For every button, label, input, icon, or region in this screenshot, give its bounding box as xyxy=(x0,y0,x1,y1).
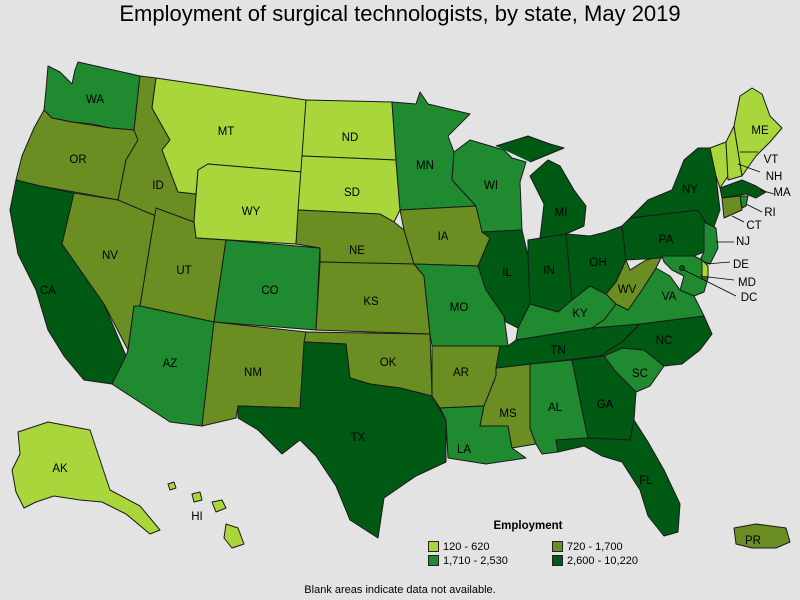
label-NM: NM xyxy=(244,367,262,379)
label-MD: MD xyxy=(738,277,756,289)
label-MA: MA xyxy=(773,187,791,199)
label-VT: VT xyxy=(764,154,779,166)
label-DC: DC xyxy=(741,292,758,304)
state-RI[interactable] xyxy=(739,195,749,209)
label-MS: MS xyxy=(499,408,517,420)
legend-item-1: 120 - 620 xyxy=(428,540,552,553)
label-DE: DE xyxy=(733,259,749,271)
state-WY[interactable] xyxy=(193,163,303,245)
state-DC[interactable] xyxy=(679,265,685,271)
state-MN[interactable] xyxy=(391,91,477,211)
label-NY: NY xyxy=(682,184,698,196)
legend-swatch-1 xyxy=(428,541,439,552)
state-CT[interactable] xyxy=(721,195,743,219)
label-OH: OH xyxy=(589,257,606,269)
label-LA: LA xyxy=(457,444,471,456)
legend-label-1: 120 - 620 xyxy=(443,540,490,553)
legend-item-4: 2,600 - 10,220 xyxy=(552,554,662,567)
legend: Employment 120 - 620 720 - 1,700 1,710 -… xyxy=(428,520,658,567)
label-FL: FL xyxy=(639,475,653,487)
label-NH: NH xyxy=(766,171,783,183)
label-OR: OR xyxy=(69,154,86,166)
state-WI[interactable] xyxy=(451,139,527,233)
label-TN: TN xyxy=(550,345,565,357)
label-PR: PR xyxy=(745,535,761,547)
label-AR: AR xyxy=(453,367,469,379)
label-KS: KS xyxy=(363,296,379,308)
label-CA: CA xyxy=(40,285,56,297)
state-ME[interactable] xyxy=(733,87,783,177)
label-SD: SD xyxy=(344,187,360,199)
label-AZ: AZ xyxy=(163,358,178,370)
label-OK: OK xyxy=(380,357,397,369)
label-RI: RI xyxy=(764,207,776,219)
state-MI[interactable] xyxy=(495,135,587,239)
state-ND[interactable] xyxy=(301,99,397,161)
label-MO: MO xyxy=(450,302,469,314)
state-IL[interactable] xyxy=(477,229,531,329)
state-NC[interactable] xyxy=(599,315,713,367)
label-IA: IA xyxy=(438,231,449,243)
leader-lines xyxy=(683,151,775,297)
label-MI: MI xyxy=(555,207,568,219)
legend-swatch-2 xyxy=(552,541,563,552)
label-HI: HI xyxy=(191,511,203,523)
legend-item-3: 1,710 - 2,530 xyxy=(428,554,552,567)
state-AK[interactable] xyxy=(11,421,161,535)
state-VT[interactable] xyxy=(709,141,729,189)
label-IL: IL xyxy=(502,267,512,279)
legend-label-4: 2,600 - 10,220 xyxy=(567,554,638,567)
label-WY: WY xyxy=(242,206,261,218)
label-UT: UT xyxy=(176,265,191,277)
label-MT: MT xyxy=(218,126,235,138)
legend-item-2: 720 - 1,700 xyxy=(552,540,662,553)
label-ND: ND xyxy=(342,132,359,144)
label-TX: TX xyxy=(351,432,366,444)
label-AK: AK xyxy=(52,463,68,475)
label-WA: WA xyxy=(86,94,104,106)
label-NE: NE xyxy=(349,245,365,257)
label-ME: ME xyxy=(751,125,769,137)
label-SC: SC xyxy=(632,368,648,380)
state-MD[interactable] xyxy=(661,255,709,297)
label-NV: NV xyxy=(102,250,118,262)
state-PR[interactable] xyxy=(733,523,791,549)
legend-label-3: 1,710 - 2,530 xyxy=(443,554,508,567)
label-MN: MN xyxy=(416,160,434,172)
label-WI: WI xyxy=(484,180,498,192)
state-MA[interactable] xyxy=(719,179,767,199)
label-IN: IN xyxy=(543,265,555,277)
state-HI[interactable] xyxy=(167,481,245,549)
state-TX[interactable] xyxy=(237,341,447,539)
label-ID: ID xyxy=(152,180,164,192)
legend-title: Employment xyxy=(493,520,563,532)
state-FL[interactable] xyxy=(555,419,681,537)
map-title: Employment of surgical technologists, by… xyxy=(119,1,681,26)
label-KY: KY xyxy=(572,308,588,320)
legend-swatch-3 xyxy=(428,555,439,566)
label-NC: NC xyxy=(656,335,673,347)
label-VA: VA xyxy=(662,291,677,303)
label-PA: PA xyxy=(659,234,674,246)
legend-label-2: 720 - 1,700 xyxy=(567,540,623,553)
label-WV: WV xyxy=(618,284,637,296)
label-CO: CO xyxy=(261,285,278,297)
label-CT: CT xyxy=(746,220,761,232)
label-GA: GA xyxy=(597,399,614,411)
legend-swatch-4 xyxy=(552,555,563,566)
footnote: Blank areas indicate data not available. xyxy=(304,584,496,596)
label-NJ: NJ xyxy=(736,236,750,248)
label-AL: AL xyxy=(548,402,563,414)
